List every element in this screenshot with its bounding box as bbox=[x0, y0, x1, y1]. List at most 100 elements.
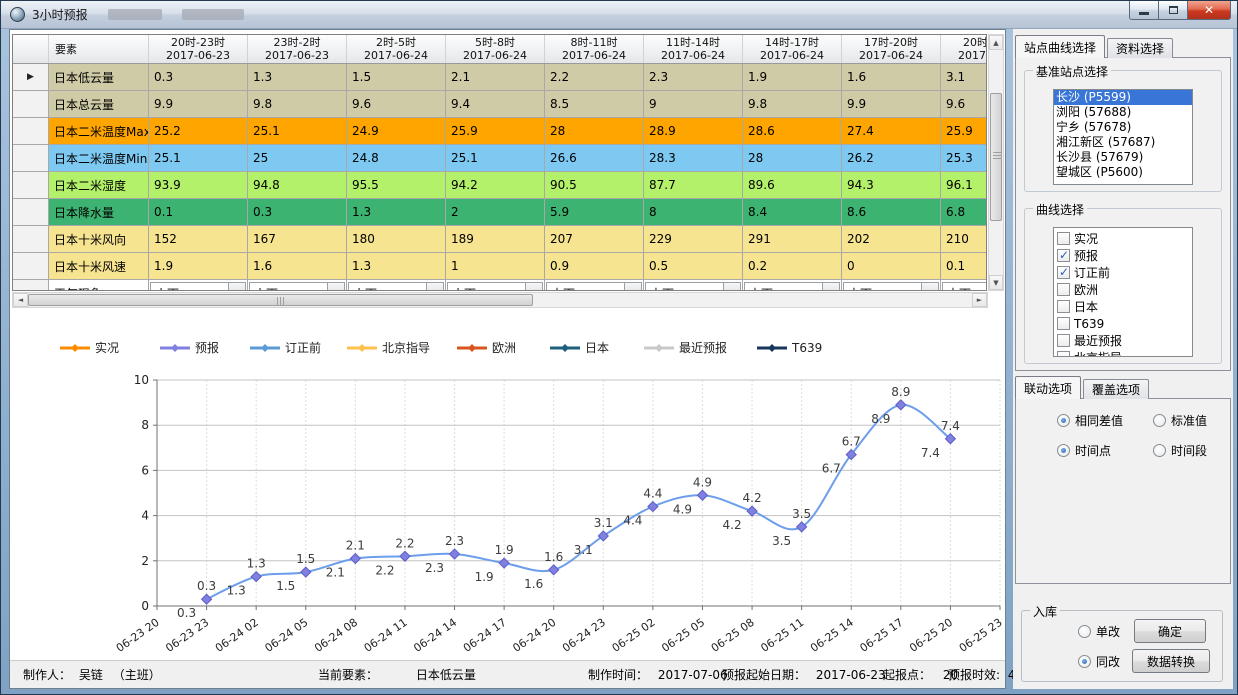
table-cell[interactable]: 94.3 bbox=[842, 172, 941, 199]
table-cell[interactable]: 8.4 bbox=[743, 199, 842, 226]
time-column-header[interactable]: 5时-8时 2017-06-24 bbox=[446, 35, 545, 63]
table-cell[interactable]: 1.9 bbox=[743, 64, 842, 91]
scroll-right-icon[interactable]: ► bbox=[972, 293, 987, 307]
table-cell[interactable]: 0 bbox=[842, 253, 941, 280]
table-cell[interactable]: 28.9 bbox=[644, 118, 743, 145]
element-column-header[interactable]: 要素 bbox=[49, 35, 149, 63]
table-cell[interactable]: 28 bbox=[743, 145, 842, 172]
curve-checkbox[interactable] bbox=[1057, 265, 1070, 279]
table-cell[interactable]: 89.6 bbox=[743, 172, 842, 199]
table-cell[interactable]: 229 bbox=[644, 226, 743, 253]
table-cell[interactable]: 25.1 bbox=[446, 145, 545, 172]
table-cell[interactable]: 9.9 bbox=[842, 91, 941, 118]
weather-combobox[interactable]: 中雨▼ bbox=[546, 281, 642, 290]
time-column-header[interactable]: 17时-20时 2017-06-24 bbox=[842, 35, 941, 63]
table-cell[interactable]: 96.1 bbox=[941, 172, 986, 199]
curve-checkbox[interactable] bbox=[1057, 283, 1070, 296]
table-cell[interactable]: 202 bbox=[842, 226, 941, 253]
curve-checkbox[interactable] bbox=[1057, 232, 1070, 245]
curve-checkbox[interactable] bbox=[1057, 248, 1070, 262]
curve-checkbox[interactable] bbox=[1057, 300, 1070, 313]
table-cell[interactable]: 25.9 bbox=[446, 118, 545, 145]
table-cell[interactable]: 0.3 bbox=[149, 64, 248, 91]
combo-dropdown-icon[interactable]: ▼ bbox=[921, 282, 938, 290]
weather-combobox[interactable]: 小雨▼ bbox=[150, 281, 246, 290]
table-cell[interactable]: 0.1 bbox=[149, 199, 248, 226]
curve-list-item[interactable]: 最近预报 bbox=[1054, 332, 1192, 349]
table-cell[interactable]: 26.2 bbox=[842, 145, 941, 172]
table-cell[interactable]: 1.6 bbox=[842, 64, 941, 91]
combo-dropdown-icon[interactable]: ▼ bbox=[624, 282, 641, 290]
station-list-item[interactable]: 浏阳 (57688) bbox=[1056, 105, 1132, 119]
time-column-header[interactable]: 23时-2时 2017-06-23 bbox=[248, 35, 347, 63]
table-cell[interactable]: 152 bbox=[149, 226, 248, 253]
curve-checkbox[interactable] bbox=[1057, 317, 1070, 330]
table-cell[interactable]: 25.1 bbox=[149, 145, 248, 172]
station-list-item[interactable]: 望城区 (P5600) bbox=[1056, 165, 1143, 179]
table-cell[interactable]: 25.9 bbox=[941, 118, 986, 145]
confirm-button[interactable]: 确定 bbox=[1134, 619, 1206, 643]
tab-override-options[interactable]: 覆盖选项 bbox=[1083, 379, 1150, 399]
table-cell[interactable]: 24.8 bbox=[347, 145, 446, 172]
weather-combobox[interactable]: 小雨▼ bbox=[249, 281, 345, 290]
combo-dropdown-icon[interactable]: ▼ bbox=[426, 282, 443, 290]
table-cell[interactable]: 9.8 bbox=[248, 91, 347, 118]
table-cell[interactable]: 0.3 bbox=[248, 199, 347, 226]
row-selector[interactable] bbox=[13, 280, 49, 290]
curve-list-item[interactable]: 欧洲 bbox=[1054, 281, 1192, 298]
table-cell[interactable]: 8 bbox=[644, 199, 743, 226]
tab-data-select[interactable]: 资料选择 bbox=[1107, 38, 1174, 58]
data-convert-button[interactable]: 数据转换 bbox=[1132, 649, 1210, 673]
row-selector[interactable] bbox=[13, 199, 49, 226]
combo-dropdown-icon[interactable]: ▼ bbox=[822, 282, 839, 290]
store-option-radio[interactable] bbox=[1078, 655, 1091, 668]
scroll-left-icon[interactable]: ◄ bbox=[13, 293, 28, 307]
link-option-radio[interactable] bbox=[1057, 444, 1070, 457]
table-cell[interactable]: 8.5 bbox=[545, 91, 644, 118]
row-selector[interactable] bbox=[13, 253, 49, 280]
table-cell[interactable]: 9.8 bbox=[743, 91, 842, 118]
curve-list-item[interactable]: 日本 bbox=[1054, 298, 1192, 315]
table-cell[interactable]: 207 bbox=[545, 226, 644, 253]
row-selector[interactable]: ▶ bbox=[13, 64, 49, 91]
tab-link-options[interactable]: 联动选项 bbox=[1015, 376, 1082, 399]
table-cell[interactable]: 2.2 bbox=[545, 64, 644, 91]
table-cell[interactable]: 2.1 bbox=[446, 64, 545, 91]
table-cell[interactable]: 25.3 bbox=[941, 145, 986, 172]
row-selector[interactable] bbox=[13, 118, 49, 145]
link-option-radio[interactable] bbox=[1153, 414, 1166, 427]
station-list-item[interactable]: 长沙县 (57679) bbox=[1056, 150, 1144, 164]
table-cell[interactable]: 1.5 bbox=[347, 64, 446, 91]
tab-station-curve-select[interactable]: 站点曲线选择 bbox=[1015, 35, 1106, 58]
time-column-header[interactable]: 2时-5时 2017-06-24 bbox=[347, 35, 446, 63]
table-cell[interactable]: 180 bbox=[347, 226, 446, 253]
curve-checkbox[interactable] bbox=[1057, 334, 1070, 347]
table-cell[interactable]: 6.8 bbox=[941, 199, 986, 226]
table-cell[interactable]: 0.1 bbox=[941, 253, 986, 280]
table-cell[interactable]: 94.2 bbox=[446, 172, 545, 199]
table-cell[interactable]: 0.9 bbox=[545, 253, 644, 280]
horizontal-scroll-thumb[interactable] bbox=[28, 294, 533, 306]
table-cell[interactable]: 28.6 bbox=[743, 118, 842, 145]
table-cell[interactable]: 94.8 bbox=[248, 172, 347, 199]
curve-checkbox[interactable] bbox=[1057, 351, 1070, 356]
table-cell[interactable]: 9.9 bbox=[149, 91, 248, 118]
table-cell[interactable]: 9.6 bbox=[941, 91, 986, 118]
time-column-header[interactable]: 20时-23时 2017-06-23 bbox=[149, 35, 248, 63]
table-cell[interactable]: 189 bbox=[446, 226, 545, 253]
scroll-down-icon[interactable]: ▼ bbox=[989, 275, 1003, 290]
maximize-button[interactable] bbox=[1158, 1, 1188, 20]
row-selector[interactable] bbox=[13, 91, 49, 118]
table-cell[interactable]: 24.9 bbox=[347, 118, 446, 145]
weather-combobox[interactable]: 中雨▼ bbox=[843, 281, 939, 290]
row-selector[interactable] bbox=[13, 145, 49, 172]
table-cell[interactable]: 28 bbox=[545, 118, 644, 145]
combo-dropdown-icon[interactable]: ▼ bbox=[228, 282, 245, 290]
table-cell[interactable]: 1.3 bbox=[347, 199, 446, 226]
scroll-up-icon[interactable]: ▲ bbox=[989, 35, 1003, 50]
table-cell[interactable]: 8.6 bbox=[842, 199, 941, 226]
combo-dropdown-icon[interactable]: ▼ bbox=[327, 282, 344, 290]
weather-combobox[interactable]: 中雨▼ bbox=[645, 281, 741, 290]
weather-combobox[interactable]: 中雨▼ bbox=[942, 281, 986, 290]
